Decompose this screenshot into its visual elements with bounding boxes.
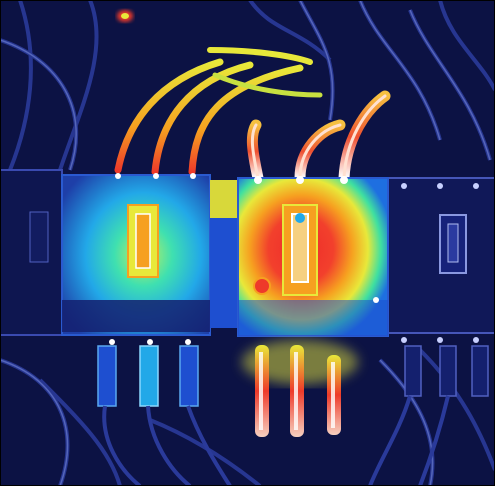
center-connector xyxy=(210,180,240,218)
right-breaker-toggle xyxy=(447,223,459,263)
right-breaker-screws xyxy=(401,183,479,343)
center-gap xyxy=(210,218,240,328)
right-hot-breaker-indicator xyxy=(295,213,305,223)
right-hot-breaker-screws xyxy=(254,176,379,303)
far-right-lower-terminals xyxy=(404,345,489,397)
left-breaker-bottom-band xyxy=(62,300,210,332)
left-outer-switch xyxy=(29,211,49,263)
left-lower-terminals xyxy=(97,345,199,407)
left-breaker-screws xyxy=(109,173,196,345)
right-incoming-wires xyxy=(246,90,391,184)
left-breaker-toggle xyxy=(135,213,151,269)
right-hot-breaker-toggle xyxy=(291,213,309,283)
top-left-hotspot-core xyxy=(121,13,129,19)
lower-cables xyxy=(102,395,450,486)
right-lower-hot-legs xyxy=(242,340,358,437)
left-incoming-wires xyxy=(114,47,323,176)
right-hot-breaker-knob xyxy=(253,277,271,295)
right-hot-breaker-bottom xyxy=(238,300,388,336)
